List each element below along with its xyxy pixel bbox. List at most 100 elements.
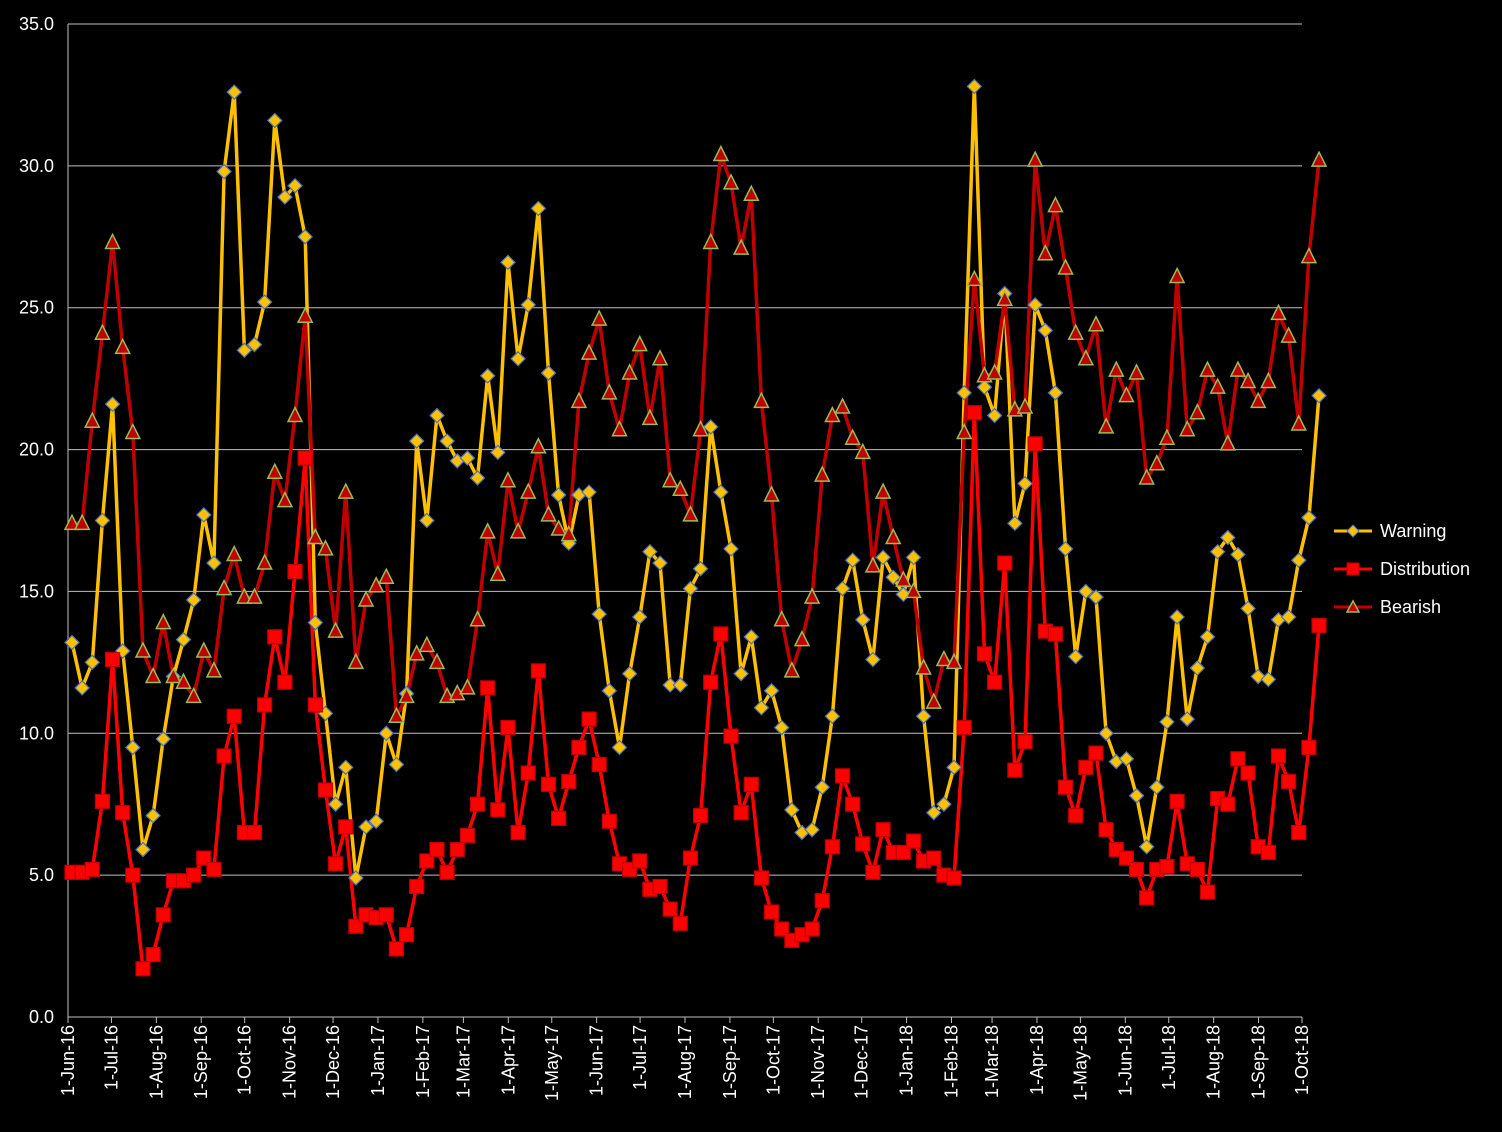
data-point-distribution [348,918,364,934]
data-point-warning [327,796,344,813]
x-tick-label: 1-Apr-17 [498,1025,518,1095]
data-point-warning [1230,546,1246,563]
data-point-warning [266,112,283,129]
data-point-distribution [601,813,617,829]
data-point-distribution [267,629,283,645]
data-point-warning [206,555,222,571]
data-point-distribution [1007,762,1023,778]
data-point-bearish [134,641,152,658]
data-point-distribution [845,796,861,812]
data-point-warning [84,654,101,671]
legend-swatch-distribution [1334,562,1372,576]
data-point-warning [1199,628,1216,645]
data-point-warning [124,739,141,756]
y-tick-label: 20.0 [19,440,54,460]
y-tick-label: 5.0 [29,865,54,885]
data-point-bearish [814,465,831,482]
data-point-warning [621,665,638,682]
y-tick-labels: 0.0 5.0 10.0 15.0 20.0 25.0 30.0 35.0 [19,14,54,1027]
data-point-bearish [966,269,983,287]
data-point-bearish [1219,434,1237,451]
data-point-warning [1148,779,1165,796]
gridlines [68,23,1302,876]
x-tick-label: 1-Oct-17 [763,1025,783,1095]
data-point-warning [844,552,861,569]
data-point-bearish [885,527,902,545]
x-tick-label: 1-Jan-18 [897,1025,917,1096]
data-point-bearish [256,553,273,570]
data-point-warning [459,450,476,466]
data-point-distribution [1169,793,1185,809]
data-point-bearish [378,567,395,584]
data-point-warning [885,569,902,586]
data-point-bearish [560,525,577,542]
data-point-distribution [459,827,476,844]
data-point-warning [1209,543,1226,560]
data-point-distribution [216,748,232,764]
data-point-bearish [499,471,517,488]
x-tick-label: 1-Oct-18 [1292,1025,1312,1095]
data-point-bearish [631,334,648,352]
y-tick-label: 10.0 [19,723,54,743]
data-point-warning [824,708,841,725]
data-point-bearish [530,437,547,454]
data-point-distribution [703,674,719,690]
data-point-warning [1240,600,1256,617]
data-point-distribution [1270,748,1287,764]
data-point-bearish [1179,420,1196,437]
data-point-warning [581,484,597,500]
data-point-bearish [398,686,415,704]
data-point-distribution [500,720,516,736]
data-point-bearish [935,649,953,667]
data-point-bearish [783,661,801,678]
x-tick-label: 1-Mar-18 [982,1025,1002,1098]
data-point-bearish [732,238,750,255]
data-point-distribution [581,711,597,727]
data-point-distribution [104,651,121,668]
data-point-bearish [672,479,689,497]
data-point-bearish [175,672,192,689]
data-point-warning [185,592,202,608]
data-point-bearish [185,686,202,704]
data-point-distribution [926,850,942,866]
data-point-distribution [186,867,202,883]
data-point-distribution [115,805,131,821]
data-point-warning [520,297,537,313]
data-point-warning [1260,671,1277,688]
data-point-bearish [621,363,638,380]
data-point-warning [500,254,516,271]
legend-item-bearish: Bearish [1332,588,1492,626]
data-point-warning [1067,648,1084,665]
data-point-warning [236,342,253,359]
data-point-bearish [1128,363,1145,380]
x-tick-label: 1-May-18 [1070,1025,1090,1101]
data-point-distribution [429,842,445,858]
data-point-bearish [144,666,162,684]
data-point-distribution [1098,822,1114,838]
data-point-bearish [996,289,1013,306]
data-point-distribution [1189,861,1205,878]
data-point-warning [773,719,790,736]
data-point-distribution [246,824,263,841]
data-point-distribution [875,822,891,838]
data-point-distribution [1230,751,1246,767]
data-point-warning [865,651,881,668]
data-point-distribution [774,921,790,937]
x-tick-label: 1-Jun-17 [587,1025,607,1096]
data-point-distribution [591,756,607,773]
data-point-warning [1179,711,1196,727]
x-tick-label: 1-Jul-18 [1159,1025,1179,1090]
data-point-bearish [246,587,263,604]
legend-item-warning: Warning [1332,512,1492,550]
data-point-bearish [286,405,304,423]
data-point-bearish [94,323,111,340]
data-point-bearish [895,570,912,587]
data-point-warning [1078,583,1094,600]
data-point-distribution [449,842,465,858]
data-point-bearish [428,652,446,670]
data-point-warning [307,614,324,631]
data-point-bearish [73,513,91,531]
data-point-distribution [409,878,425,895]
data-point-bearish [773,610,790,627]
